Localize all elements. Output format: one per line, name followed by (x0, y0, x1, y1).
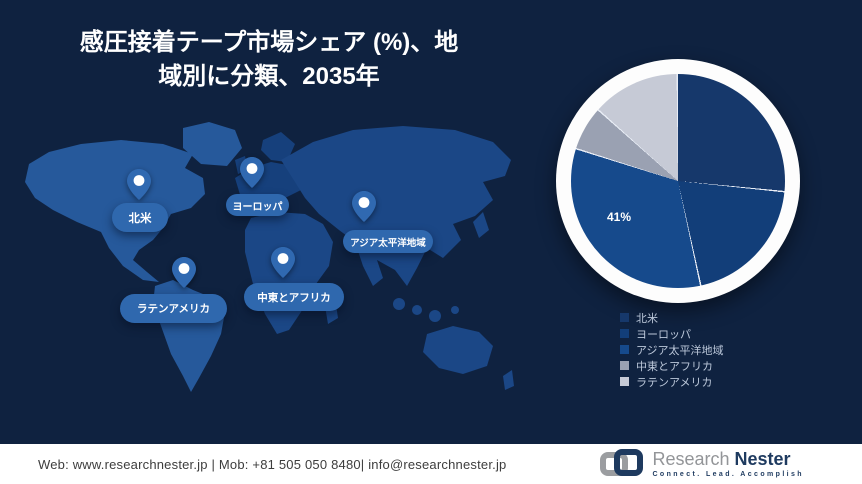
legend-item-middle-east-africa: 中東とアフリカ (620, 360, 724, 373)
legend-swatch (620, 313, 629, 322)
legend-label: 北米 (636, 312, 658, 325)
research-nester-logo: Research Nester Connect. Lead. Accomplis… (598, 448, 804, 480)
legend-swatch (620, 361, 629, 370)
continent-australia (423, 326, 493, 374)
map-label-asia-pacific: アジア太平洋地域 (343, 230, 433, 253)
world-map (25, 122, 514, 392)
legend-swatch (620, 329, 629, 338)
legend-swatch (620, 345, 629, 354)
footer: Web: www.researchnester.jp | Mob: +81 50… (0, 444, 862, 484)
pie-chart-ring: 41% (556, 59, 800, 303)
map-pin-europe (240, 157, 264, 188)
map-label-latin-america: ラテンアメリカ (120, 294, 227, 323)
map-pin-north-america (127, 169, 151, 200)
chart-title-line1: 感圧接着テープ市場シェア (%)、地 (79, 29, 459, 56)
island-indonesia-2 (412, 305, 422, 315)
logo-brand-nester: Nester (734, 449, 791, 469)
legend-label: ラテンアメリカ (636, 376, 713, 389)
legend-item-asia-pacific: アジア太平洋地域 (620, 344, 724, 357)
map-pin-asia-pacific (352, 191, 376, 222)
map-label-north-america: 北米 (112, 203, 168, 232)
map-label-europe: ヨーロッパ (226, 194, 289, 216)
map-label-middle-east-africa: 中東とアフリカ (244, 283, 344, 311)
chain-link-icon (600, 449, 644, 476)
legend-swatch (620, 377, 629, 386)
chart-title-line2: 域別に分類、2035年 (158, 63, 380, 91)
island-japan (473, 212, 489, 238)
map-pin-middle-east-africa (271, 247, 295, 278)
legend-label: 中東とアフリカ (636, 360, 713, 373)
legend-item-europe: ヨーロッパ (620, 328, 724, 341)
region-scandinavia (261, 132, 295, 162)
map-pin-latin-america (172, 257, 196, 288)
legend-label: ヨーロッパ (636, 328, 691, 341)
logo-text: Research Nester Connect. Lead. Accomplis… (652, 450, 804, 478)
island-new-zealand (503, 370, 514, 390)
legend-item-north-america: 北米 (620, 312, 724, 325)
island-indonesia-3 (429, 310, 441, 322)
island-indonesia-1 (393, 298, 405, 310)
chart-title: 感圧接着テープ市場シェア (%)、地 域別に分類、2035年 (40, 26, 498, 94)
logo-tagline: Connect. Lead. Accomplish (652, 471, 804, 478)
logo-brand: Research Nester (652, 450, 804, 468)
logo-brand-research: Research (652, 449, 735, 469)
island-philippines (451, 306, 459, 314)
footer-contact: Web: www.researchnester.jp | Mob: +81 50… (38, 456, 507, 472)
dark-stage: 感圧接着テープ市場シェア (%)、地 域別に分類、2035年 (0, 0, 862, 444)
legend-label: アジア太平洋地域 (636, 344, 724, 357)
continent-asia (281, 126, 511, 286)
legend-item-latin-america: ラテンアメリカ (620, 376, 724, 389)
pie-chart: 41% (571, 74, 785, 288)
continent-greenland (183, 122, 242, 166)
pie-data-label: 41% (607, 210, 632, 224)
legend: 北米 ヨーロッパ アジア太平洋地域 中東とアフリカ ラテンアメリカ (620, 312, 724, 389)
